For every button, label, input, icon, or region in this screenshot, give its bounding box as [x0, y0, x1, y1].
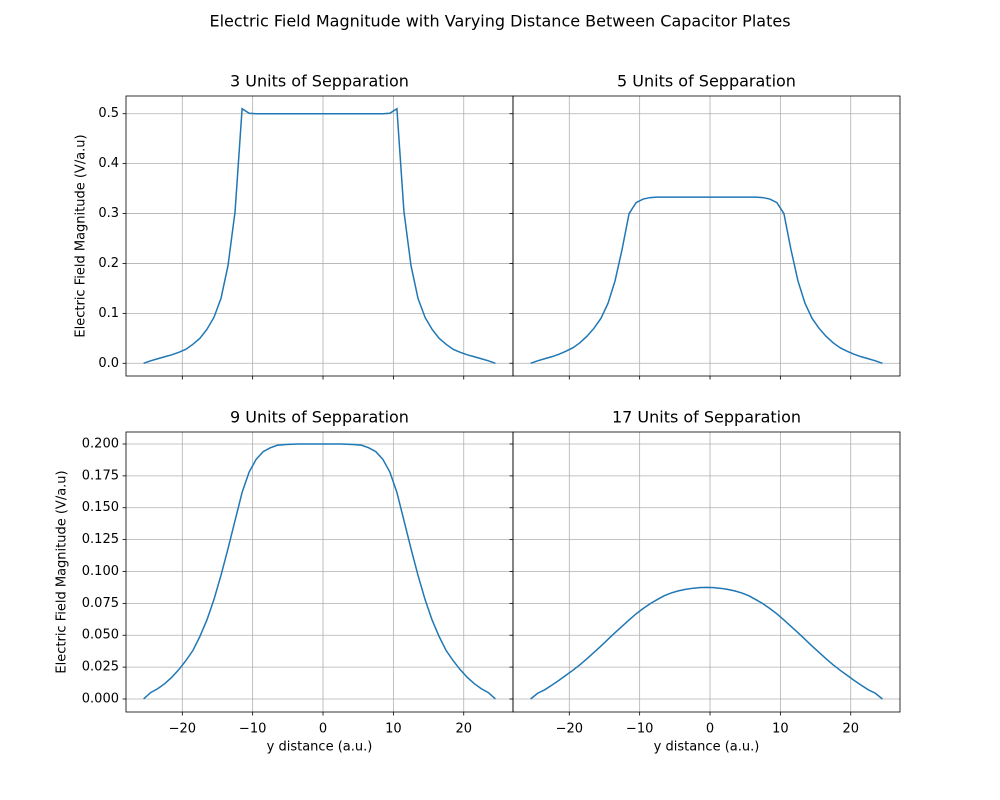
x-tick-label: 20	[455, 722, 472, 737]
y-tick-label: 0.075	[82, 596, 119, 611]
y-tick-label: 0.5	[98, 106, 119, 121]
axes-frame	[512, 431, 901, 713]
subplot-title: 17 Units of Sepparation	[612, 408, 801, 427]
x-tick-label: −20	[556, 722, 583, 737]
x-axis-label: y distance (a.u.)	[267, 740, 373, 755]
y-tick-label: 0.1	[98, 306, 119, 321]
x-tick-label: 0	[319, 722, 327, 737]
x-tick-label: 20	[842, 722, 859, 737]
x-tick-label: 0	[706, 722, 714, 737]
x-tick-label: 10	[385, 722, 402, 737]
y-tick-label: 0.4	[98, 156, 119, 171]
y-axis-label: Electric Field Magnitude (V/a.u)	[74, 134, 89, 337]
data-line	[143, 107, 496, 364]
axes-frame	[125, 431, 514, 713]
y-tick-label: 0.175	[82, 468, 119, 483]
subplot-title: 5 Units of Sepparation	[617, 72, 796, 91]
data-line	[143, 443, 496, 700]
x-tick-label: −10	[239, 722, 266, 737]
y-tick-label: 0.200	[82, 436, 119, 451]
data-line	[530, 586, 883, 700]
figure-title: Electric Field Magnitude with Varying Di…	[209, 12, 790, 31]
y-tick-label: 0.150	[82, 500, 119, 515]
axes-frame	[125, 95, 514, 377]
subplot-title: 9 Units of Sepparation	[230, 408, 409, 427]
subplot-title: 3 Units of Sepparation	[230, 72, 409, 91]
x-tick-label: −20	[169, 722, 196, 737]
y-tick-label: 0.125	[82, 532, 119, 547]
y-tick-label: 0.025	[82, 660, 119, 675]
x-tick-label: −10	[626, 722, 653, 737]
y-tick-label: 0.050	[82, 628, 119, 643]
data-line	[530, 196, 883, 364]
x-axis-label: y distance (a.u.)	[654, 740, 760, 755]
y-tick-label: 0.3	[98, 206, 119, 221]
axes-frame	[512, 95, 901, 377]
y-axis-label: Electric Field Magnitude (V/a.u)	[55, 470, 70, 673]
y-tick-label: 0.100	[82, 564, 119, 579]
y-tick-label: 0.2	[98, 256, 119, 271]
x-tick-label: 10	[772, 722, 789, 737]
y-tick-label: 0.0	[98, 356, 119, 371]
y-tick-label: 0.000	[82, 691, 119, 706]
